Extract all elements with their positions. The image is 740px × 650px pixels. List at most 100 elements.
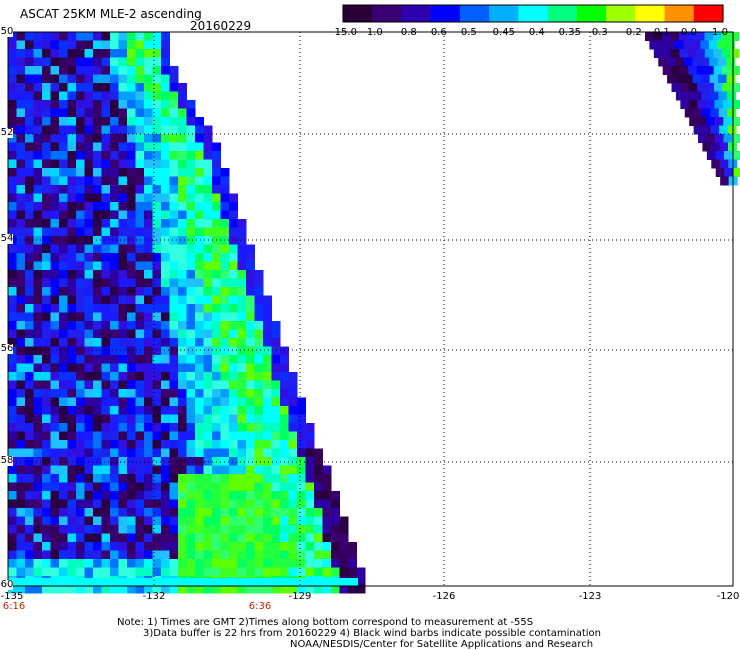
swath-cell	[67, 321, 77, 330]
swath-cell	[220, 508, 230, 517]
swath-cell	[254, 431, 264, 441]
swath-cell	[152, 100, 162, 109]
swath-cell	[178, 516, 187, 526]
swath-cell	[297, 397, 306, 407]
swath-cell	[305, 482, 315, 492]
swath-cell	[76, 185, 85, 194]
swath-cell	[101, 134, 111, 143]
swath-cell	[144, 448, 153, 458]
swath-cell	[33, 380, 43, 390]
swath-cell	[59, 278, 68, 288]
swath-cell	[314, 533, 323, 543]
map-frame	[7, 31, 734, 587]
swath-cell	[118, 176, 128, 186]
swath-cell	[203, 584, 213, 594]
swath-cell	[280, 542, 289, 551]
swath-cell	[84, 270, 94, 279]
swath-cell	[254, 372, 264, 381]
swath-cell	[705, 100, 715, 109]
swath-cell	[161, 66, 170, 75]
swath-cell	[25, 83, 34, 92]
swath-cell	[263, 363, 272, 373]
swath-cell	[203, 372, 213, 381]
swath-cell	[76, 227, 85, 237]
swath-cell	[59, 236, 68, 245]
swath-cell	[25, 584, 34, 594]
swath-cell	[152, 142, 162, 152]
swath-cell	[67, 125, 77, 135]
swath-cell	[322, 584, 332, 594]
swath-cell	[297, 508, 306, 517]
swath-cell	[8, 321, 17, 330]
swath-cell	[322, 533, 332, 543]
swath-cell	[127, 261, 136, 271]
swath-cell	[101, 533, 111, 543]
swath-cell	[93, 261, 102, 271]
swath-cell	[667, 74, 677, 84]
swath-cell	[67, 74, 77, 84]
swath-cell	[76, 559, 85, 568]
swath-cell	[110, 533, 119, 543]
swath-cell	[110, 287, 119, 296]
swath-cell	[246, 448, 255, 458]
swath-cell	[186, 219, 196, 228]
swath-cell	[212, 533, 221, 543]
swath-cell	[76, 210, 85, 220]
swath-cell	[212, 185, 221, 194]
swath-cell	[135, 491, 145, 500]
swath-cell	[84, 151, 94, 160]
swath-cell	[118, 491, 128, 500]
swath-cell	[127, 40, 136, 50]
swath-cell	[8, 414, 17, 424]
swath-cell	[212, 304, 221, 313]
swath-cell	[59, 49, 68, 58]
swath-cell	[16, 270, 26, 279]
swath-cell	[135, 66, 145, 75]
swath-cell	[42, 295, 51, 305]
swath-cell	[84, 346, 94, 356]
swath-cell	[178, 91, 187, 101]
swath-cell	[135, 134, 145, 143]
swath-cell	[246, 499, 255, 509]
swath-cell	[42, 525, 51, 534]
swath-cell	[33, 372, 43, 381]
swath-cell	[713, 32, 722, 41]
swath-cell	[178, 176, 187, 186]
swath-cell	[186, 193, 196, 203]
swath-cell	[8, 295, 17, 305]
swath-cell	[127, 83, 136, 92]
swath-cell	[178, 168, 187, 177]
swath-cell	[84, 261, 94, 271]
swath-cell	[8, 287, 17, 296]
swath-cell	[305, 474, 315, 483]
swath-cell	[16, 159, 26, 169]
swath-cell	[220, 491, 230, 500]
swath-cell	[25, 372, 34, 381]
swath-cell	[169, 338, 179, 347]
swath-cell	[263, 406, 272, 415]
swath-cell	[195, 338, 204, 347]
swath-cell	[50, 185, 60, 194]
swath-cell	[144, 329, 153, 339]
swath-cell	[16, 440, 26, 449]
swath-cell	[110, 321, 119, 330]
swath-cell	[144, 210, 153, 220]
swath-cell	[110, 414, 119, 424]
swath-cell	[25, 40, 34, 50]
swath-cell	[709, 74, 719, 84]
swath-cell	[118, 321, 128, 330]
swath-cell	[67, 210, 77, 220]
swath-cell	[144, 83, 153, 92]
swath-cell	[84, 142, 94, 152]
swath-cell	[118, 74, 128, 84]
swath-cell	[203, 533, 213, 543]
swath-cell	[186, 465, 196, 475]
swath-cell	[271, 465, 281, 475]
swath-cell	[93, 559, 102, 568]
swath-cell	[8, 40, 17, 50]
swath-cell	[144, 159, 153, 169]
swath-cell	[25, 142, 34, 152]
swath-cell	[237, 525, 247, 534]
swath-cell	[84, 91, 94, 101]
swath-cell	[305, 440, 315, 449]
